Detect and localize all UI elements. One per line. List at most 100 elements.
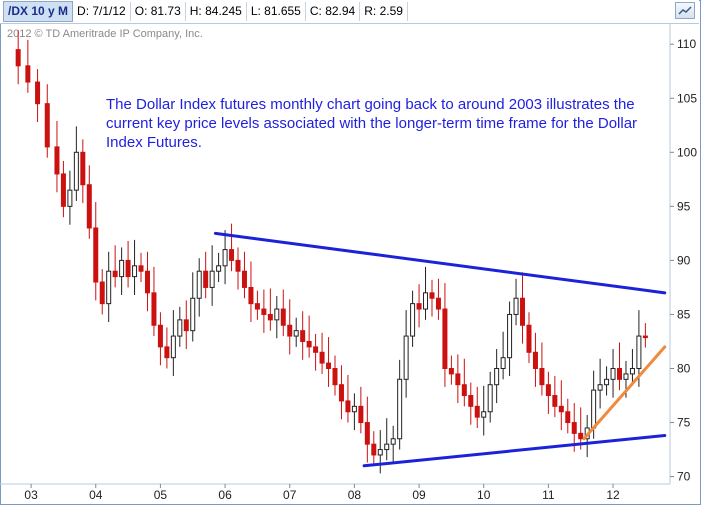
candle-body — [403, 335, 409, 380]
y-tick-label: 80 — [677, 362, 691, 376]
support-trendline — [362, 434, 667, 468]
candle-body — [177, 319, 183, 337]
candle-body — [319, 351, 325, 364]
candle-body — [15, 49, 21, 67]
candle-body — [565, 411, 571, 424]
y-tick-label: 85 — [677, 307, 691, 321]
candle-body — [629, 368, 635, 375]
candle-body — [468, 395, 474, 407]
candle-body — [571, 422, 577, 434]
candle-body — [138, 265, 144, 272]
close-value: C: 82.94 — [306, 2, 361, 21]
candle-body — [293, 330, 299, 337]
x-tick-label: 07 — [283, 488, 297, 502]
candle-body — [552, 395, 558, 407]
low-value: L: 81.655 — [247, 2, 306, 21]
x-tick-label: 12 — [606, 488, 620, 502]
candle-body — [241, 270, 247, 288]
candle-body — [144, 270, 150, 294]
x-tick-label: 05 — [154, 488, 168, 502]
candle-body — [371, 443, 377, 456]
candle-body — [377, 449, 383, 456]
copyright-text: 2012 © TD Ameritrade IP Company, Inc. — [7, 28, 203, 40]
candle-body — [636, 335, 642, 370]
candle-body — [578, 432, 584, 440]
high-value: H: 84.245 — [186, 2, 247, 21]
candle-body — [183, 319, 189, 332]
x-axis: 03 04 05 06 07 08 09 10 11 12 — [24, 484, 620, 502]
candle-body — [151, 292, 157, 326]
candle-body — [338, 384, 344, 402]
rising-support-trendline — [582, 345, 667, 441]
candle-body — [507, 313, 513, 359]
candle-body — [112, 270, 118, 278]
candle-body — [222, 249, 228, 267]
candle-body — [332, 368, 338, 386]
candle-body — [261, 308, 267, 315]
y-axis: 110 105 100 95 90 85 80 75 70 — [670, 37, 697, 484]
candle-body — [520, 297, 526, 326]
candle-body — [345, 400, 351, 413]
y-tick-label: 100 — [677, 145, 697, 159]
candle-body — [235, 259, 241, 272]
y-tick-label: 75 — [677, 416, 691, 430]
y-tick-label: 110 — [677, 37, 696, 51]
candle-body — [364, 422, 370, 445]
x-tick-label: 03 — [24, 488, 38, 502]
candle-body — [44, 103, 50, 148]
candle-body — [442, 308, 448, 369]
candle-body — [254, 303, 260, 310]
candle-body — [80, 151, 86, 186]
candle-body — [170, 335, 176, 359]
x-tick-label: 11 — [542, 488, 555, 502]
candle-body — [351, 405, 357, 413]
chart-settings-button[interactable] — [675, 2, 695, 19]
candle-body — [190, 297, 196, 332]
candle-body — [99, 281, 105, 305]
candle-body — [397, 378, 403, 440]
candle-body — [513, 297, 519, 315]
x-tick-label: 10 — [477, 488, 491, 502]
candle-body — [203, 270, 209, 288]
candle-body — [429, 292, 435, 299]
candle-body — [216, 265, 222, 272]
candle-body — [267, 313, 273, 321]
candle-body — [300, 330, 306, 342]
candle-body — [73, 151, 79, 191]
candle-body — [558, 405, 564, 413]
candle-body — [384, 443, 390, 451]
candle-body — [448, 368, 454, 375]
resistance-trendline — [213, 231, 667, 295]
candle-body — [93, 227, 99, 283]
candle-body — [229, 249, 235, 261]
candle-body — [35, 81, 41, 105]
candle-body — [274, 308, 280, 321]
candle-body — [410, 303, 416, 337]
candle-body — [435, 297, 441, 310]
annotation-text: The Dollar Index futures monthly chart g… — [106, 96, 638, 151]
candle-body — [545, 384, 551, 397]
candle-body — [157, 324, 163, 348]
candle-body — [610, 368, 616, 380]
candles-group — [15, 30, 648, 474]
candle-body — [54, 146, 60, 175]
candle-body — [60, 173, 66, 207]
y-tick-label: 90 — [677, 253, 691, 267]
quote-header: /DX 10 y M D: 7/1/12 O: 81.73 H: 84.245 … — [0, 0, 699, 24]
candle-body — [455, 373, 461, 386]
y-tick-label: 95 — [677, 199, 691, 213]
candle-body — [423, 292, 429, 310]
x-tick-label: 04 — [89, 488, 103, 502]
candle-body — [591, 389, 597, 429]
y-tick-label: 105 — [677, 91, 697, 105]
candle-body — [623, 373, 629, 380]
candle-body — [119, 259, 125, 278]
symbol-label[interactable]: /DX 10 y M — [3, 1, 74, 22]
trendlines-group — [213, 231, 667, 468]
candle-body — [132, 265, 138, 278]
candle-body — [597, 384, 603, 391]
candle-body — [86, 184, 92, 229]
candle-body — [604, 378, 610, 386]
candle-body — [280, 308, 286, 326]
